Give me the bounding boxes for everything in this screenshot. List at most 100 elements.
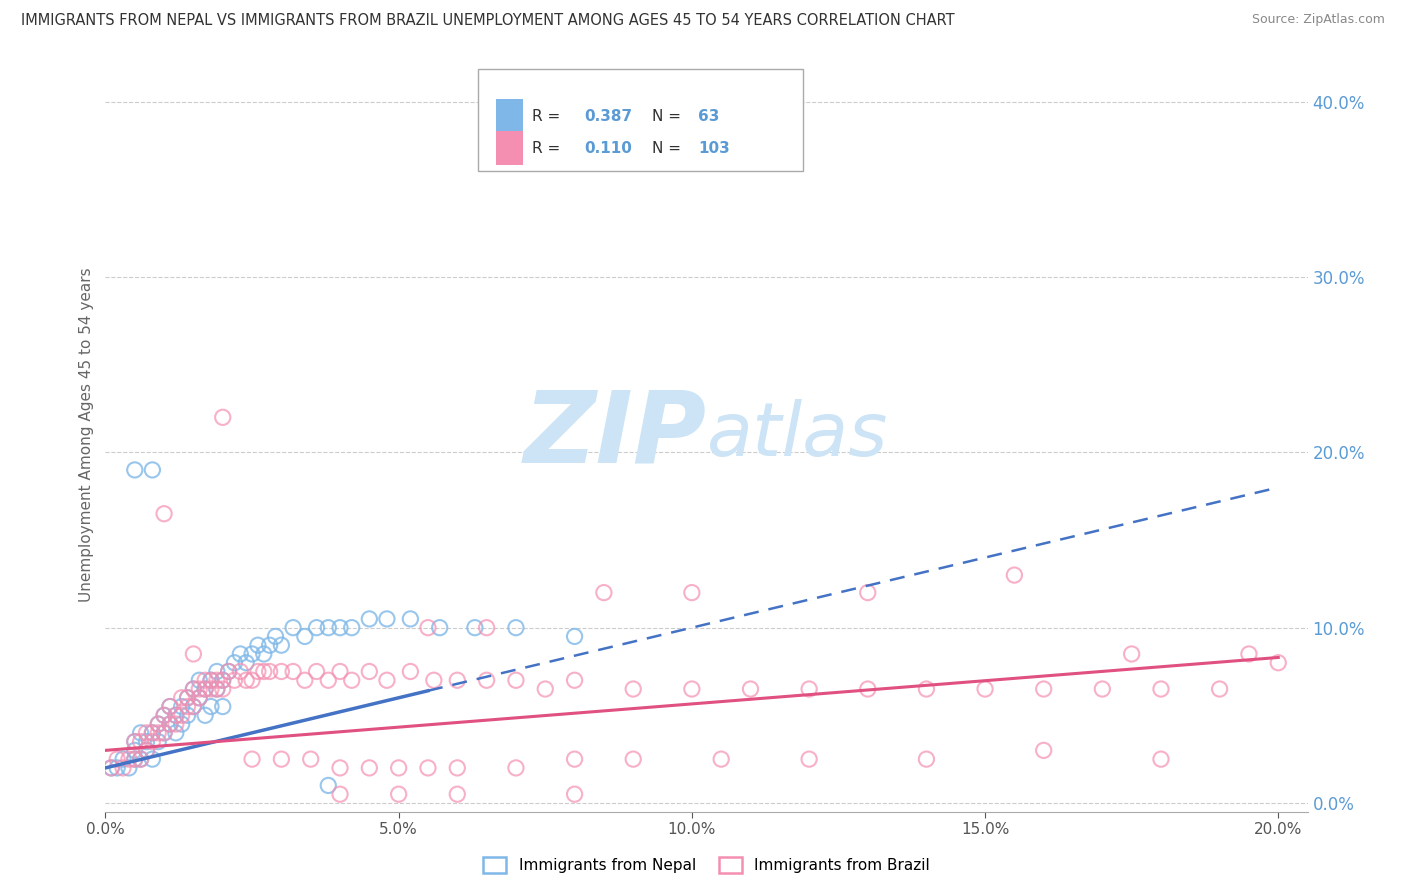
Point bbox=[564, 629, 586, 643]
Point bbox=[246, 638, 269, 652]
Point bbox=[399, 612, 422, 626]
Point bbox=[446, 761, 468, 775]
Point bbox=[105, 761, 128, 775]
Point bbox=[159, 717, 181, 731]
Point bbox=[305, 621, 328, 635]
Text: 103: 103 bbox=[699, 141, 730, 156]
Point bbox=[229, 647, 252, 661]
Point bbox=[505, 621, 527, 635]
Point bbox=[1150, 752, 1173, 766]
Point bbox=[1032, 743, 1054, 757]
Point bbox=[205, 681, 228, 696]
Point bbox=[200, 681, 222, 696]
Point bbox=[211, 681, 233, 696]
Point bbox=[681, 681, 703, 696]
Point bbox=[388, 761, 411, 775]
FancyBboxPatch shape bbox=[496, 99, 523, 134]
FancyBboxPatch shape bbox=[478, 70, 803, 171]
Point bbox=[340, 621, 363, 635]
Point bbox=[112, 752, 135, 766]
Point bbox=[159, 699, 181, 714]
Point bbox=[124, 752, 146, 766]
Point bbox=[100, 761, 122, 775]
Point bbox=[188, 690, 211, 705]
Point bbox=[170, 708, 193, 723]
Point bbox=[235, 673, 257, 688]
Point bbox=[229, 665, 252, 679]
Point bbox=[1032, 681, 1054, 696]
Point bbox=[264, 629, 287, 643]
Point bbox=[340, 673, 363, 688]
Point bbox=[359, 761, 381, 775]
Point bbox=[148, 717, 170, 731]
Point bbox=[710, 752, 733, 766]
Point bbox=[183, 681, 205, 696]
Point bbox=[188, 681, 211, 696]
Point bbox=[124, 734, 146, 748]
Point bbox=[188, 690, 211, 705]
Point bbox=[124, 752, 146, 766]
Point bbox=[183, 699, 205, 714]
Y-axis label: Unemployment Among Ages 45 to 54 years: Unemployment Among Ages 45 to 54 years bbox=[79, 268, 94, 602]
Point bbox=[299, 752, 322, 766]
Legend: Immigrants from Nepal, Immigrants from Brazil: Immigrants from Nepal, Immigrants from B… bbox=[477, 851, 936, 880]
Point bbox=[281, 665, 304, 679]
Point bbox=[329, 665, 352, 679]
Point bbox=[305, 665, 328, 679]
Point bbox=[621, 681, 644, 696]
Point bbox=[375, 612, 398, 626]
Point bbox=[475, 621, 498, 635]
Point bbox=[621, 752, 644, 766]
Point bbox=[194, 673, 217, 688]
Point bbox=[129, 734, 152, 748]
Point bbox=[270, 752, 292, 766]
Point bbox=[205, 673, 228, 688]
Text: N =: N = bbox=[652, 110, 682, 124]
Point bbox=[165, 708, 187, 723]
Point bbox=[429, 621, 451, 635]
Point bbox=[205, 681, 228, 696]
Point bbox=[329, 787, 352, 801]
Point bbox=[135, 743, 157, 757]
Point bbox=[564, 673, 586, 688]
Point bbox=[200, 699, 222, 714]
Point bbox=[534, 681, 557, 696]
Point bbox=[148, 717, 170, 731]
Point bbox=[446, 673, 468, 688]
Point bbox=[148, 726, 170, 740]
Point bbox=[1237, 647, 1260, 661]
Point bbox=[224, 673, 246, 688]
Point bbox=[856, 681, 879, 696]
Point bbox=[118, 752, 141, 766]
Text: 0.387: 0.387 bbox=[583, 110, 633, 124]
Point bbox=[153, 708, 176, 723]
Point bbox=[446, 787, 468, 801]
Point bbox=[359, 612, 381, 626]
Point bbox=[176, 690, 198, 705]
Point bbox=[183, 647, 205, 661]
Point bbox=[153, 507, 176, 521]
Point bbox=[148, 734, 170, 748]
Point bbox=[170, 699, 193, 714]
Point bbox=[112, 761, 135, 775]
Point bbox=[200, 673, 222, 688]
Point bbox=[1150, 681, 1173, 696]
Point bbox=[211, 673, 233, 688]
Point bbox=[118, 761, 141, 775]
Point bbox=[294, 673, 316, 688]
Point bbox=[141, 463, 163, 477]
Point bbox=[856, 585, 879, 599]
Point bbox=[224, 656, 246, 670]
Text: ZIP: ZIP bbox=[523, 386, 707, 483]
Point bbox=[135, 726, 157, 740]
Text: 0.110: 0.110 bbox=[583, 141, 631, 156]
Point bbox=[159, 717, 181, 731]
Point bbox=[375, 673, 398, 688]
Point bbox=[170, 717, 193, 731]
Point bbox=[259, 665, 281, 679]
Point bbox=[141, 726, 163, 740]
Point bbox=[165, 708, 187, 723]
Point bbox=[1121, 647, 1143, 661]
Text: atlas: atlas bbox=[707, 399, 889, 471]
Point bbox=[141, 734, 163, 748]
